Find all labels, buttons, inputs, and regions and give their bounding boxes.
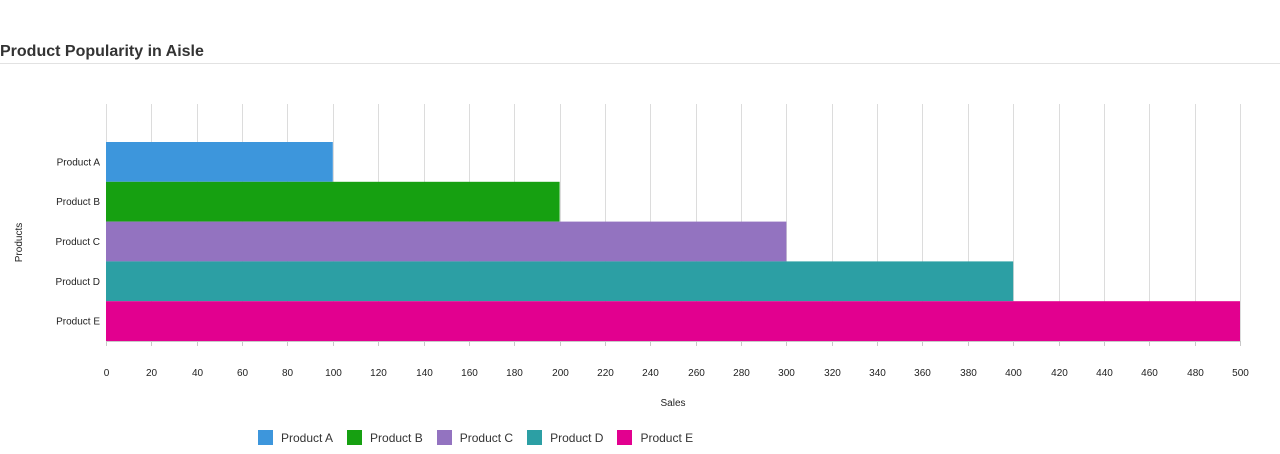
x-tick-label-400: 400 [1005, 368, 1022, 379]
x-tick-label-80: 80 [282, 368, 294, 379]
legend-swatch-product-b [347, 430, 363, 445]
y-tick-label-product-b: Product B [56, 197, 100, 208]
x-tick-label-120: 120 [370, 368, 387, 379]
legend-item-product-e[interactable]: Product E [617, 430, 693, 445]
x-tick-label-380: 380 [960, 368, 977, 379]
x-axis-title: Sales [660, 398, 685, 409]
bars [106, 142, 1240, 341]
x-tick-label-500: 500 [1232, 368, 1249, 379]
legend-swatch-product-c [436, 430, 452, 445]
legend-label-product-c: Product C [459, 430, 514, 445]
x-tick-label-140: 140 [416, 368, 433, 379]
legend-label-product-e: Product E [640, 430, 694, 445]
x-tick-label-200: 200 [552, 368, 569, 379]
bar-product-c [106, 221, 787, 262]
axes: 0 20 40 60 80 100 120 140 160 180 200 220 240 260 280 3… [56, 157, 1250, 379]
title-divider [0, 63, 1280, 64]
x-tick-label-60: 60 [237, 368, 249, 379]
x-tick-label-360: 360 [914, 368, 931, 379]
y-tick-label-product-c: Product C [56, 237, 100, 248]
legend-label-product-b: Product B [370, 430, 423, 445]
bar-product-b [106, 181, 560, 222]
x-tick-label-100: 100 [325, 368, 342, 379]
x-tick-label-280: 280 [733, 368, 750, 379]
page-title: Product Popularity in Aisle [0, 43, 204, 60]
x-tick-label-180: 180 [506, 368, 523, 379]
bar-product-a [106, 142, 333, 182]
x-tick-label-160: 160 [461, 368, 478, 379]
bar-product-e [106, 301, 1240, 341]
x-tick-label-420: 420 [1051, 368, 1068, 379]
y-tick-label-product-e: Product E [56, 317, 100, 328]
x-tick-label-0: 0 [104, 368, 110, 379]
x-tick-label-20: 20 [146, 368, 158, 379]
x-tick-label-260: 260 [688, 368, 705, 379]
legend-swatch-product-d [527, 430, 543, 445]
x-tick-label-480: 480 [1187, 368, 1204, 379]
chart-legend: Product A Product B Product C Product D Prod… [258, 430, 707, 445]
x-tick-label-440: 440 [1096, 368, 1113, 379]
y-tick-label-product-d: Product D [56, 277, 100, 288]
bar-product-d [106, 261, 1014, 302]
legend-label-product-a: Product A [281, 430, 334, 445]
legend-item-product-a[interactable]: Product A [258, 430, 333, 445]
y-tick-label-product-a: Product A [57, 157, 101, 168]
x-tick-label-340: 340 [869, 368, 886, 379]
legend-swatch-product-a [258, 430, 273, 445]
x-tick-label-240: 240 [642, 368, 659, 379]
x-tick-label-460: 460 [1141, 368, 1158, 379]
legend-item-product-b[interactable]: Product B [347, 430, 423, 445]
legend-item-product-c[interactable]: Product C [436, 430, 514, 445]
legend-item-product-d[interactable]: Product D [527, 430, 603, 445]
x-tick-label-220: 220 [597, 368, 614, 379]
legend-swatch-product-e [617, 430, 633, 445]
x-tick-label-300: 300 [778, 368, 795, 379]
y-axis-title: Products [14, 223, 25, 262]
x-tick-label-320: 320 [824, 368, 841, 379]
x-tick-label-40: 40 [192, 368, 204, 379]
legend-label-product-d: Product D [550, 430, 604, 445]
